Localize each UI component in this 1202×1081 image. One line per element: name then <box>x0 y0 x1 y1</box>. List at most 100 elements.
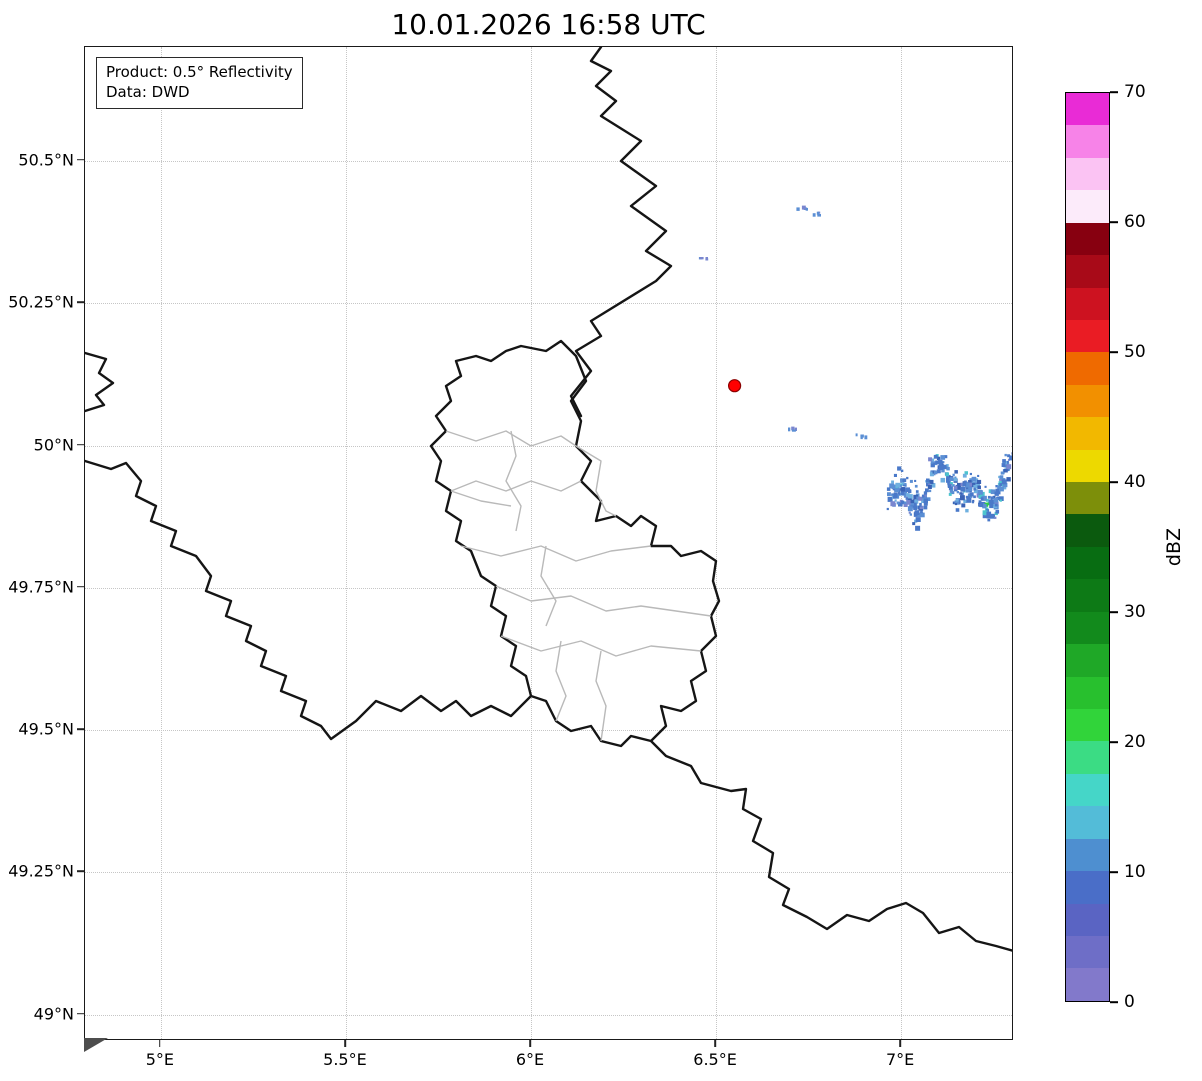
colorbar-band <box>1066 806 1109 839</box>
y-tick-mark <box>77 159 84 161</box>
colorbar-band <box>1066 644 1109 677</box>
district-border-line <box>595 650 607 742</box>
colorbar-band <box>1066 482 1109 515</box>
grid-line-vertical <box>530 47 532 1039</box>
district-border-line <box>450 490 512 507</box>
x-tick-mark <box>344 1040 346 1047</box>
y-tick-mark <box>77 728 84 730</box>
y-tick-mark <box>77 870 84 873</box>
colorbar-tick-label: 20 <box>1124 732 1146 752</box>
colorbar-band <box>1066 935 1109 969</box>
district-border-line <box>450 480 582 492</box>
grid-line-vertical <box>345 47 347 1039</box>
y-tick-label: 49°N <box>33 1004 74 1024</box>
y-tick-label: 49.5°N <box>18 719 74 739</box>
y-tick-label: 49.25°N <box>8 861 74 881</box>
x-tick-mark <box>899 1040 901 1047</box>
colorbar-band <box>1066 222 1109 256</box>
grid-line-vertical <box>901 47 903 1039</box>
grid-line-vertical <box>160 47 162 1039</box>
district-borders <box>445 430 712 742</box>
border-france-germany <box>649 739 1012 952</box>
colorbar-tick-label: 50 <box>1124 342 1146 362</box>
grid-line-horizontal <box>85 445 1012 447</box>
colorbar <box>1065 92 1110 1002</box>
corner-wedge-mark <box>84 1038 108 1052</box>
grid-line-horizontal <box>85 872 1012 874</box>
colorbar-band <box>1066 838 1109 872</box>
colorbar-tick-mark <box>1110 741 1118 743</box>
grid-line-horizontal <box>85 1014 1012 1016</box>
colorbar-axis-label: dBZ <box>1163 527 1185 567</box>
x-tick-label: 6°E <box>515 1050 545 1069</box>
district-border-line <box>495 585 712 617</box>
radar-marker-layer <box>727 379 742 393</box>
map-plot-area: Product: 0.5° Reflectivity Data: DWD <box>84 46 1013 1040</box>
radar-echo-layer <box>698 205 1012 531</box>
radar-site-dot <box>727 379 742 393</box>
x-tick-mark <box>714 1040 716 1047</box>
y-tick-label: 50.25°N <box>8 292 74 312</box>
colorbar-band <box>1066 190 1109 223</box>
grid-line-horizontal <box>85 160 1012 162</box>
district-border-line <box>505 430 522 532</box>
y-tick-mark <box>77 443 84 446</box>
colorbar-band <box>1066 93 1109 126</box>
figure-title: 10.01.2026 16:58 UTC <box>391 8 706 41</box>
colorbar-tick-mark <box>1110 871 1118 873</box>
colorbar-tick-label: 0 <box>1124 992 1135 1012</box>
colorbar-tick-mark <box>1110 351 1118 353</box>
country-borders <box>85 47 1012 952</box>
district-border-line <box>575 445 617 517</box>
colorbar-bands <box>1066 93 1109 1001</box>
y-tick-label: 49.75°N <box>8 577 74 597</box>
info-box: Product: 0.5° Reflectivity Data: DWD <box>96 57 303 109</box>
y-tick-label: 50°N <box>33 435 74 454</box>
colorbar-band <box>1066 871 1109 904</box>
grid-line-horizontal <box>85 303 1012 305</box>
colorbar-band <box>1066 255 1109 288</box>
colorbar-band <box>1066 611 1109 645</box>
colorbar-band <box>1066 157 1109 191</box>
grid-line-vertical <box>716 47 718 1039</box>
border-belgium-germany <box>569 47 673 418</box>
colorbar-band <box>1066 676 1109 710</box>
district-border-line <box>540 545 557 627</box>
colorbar-tick-label: 70 <box>1124 82 1146 102</box>
x-tick-label: 6.5°E <box>693 1050 737 1069</box>
x-tick-label: 7°E <box>885 1050 915 1069</box>
map-canvas <box>85 47 1012 952</box>
colorbar-tick-mark <box>1110 481 1118 483</box>
grid-line-horizontal <box>85 730 1012 732</box>
colorbar-tick-label: 40 <box>1124 472 1146 492</box>
colorbar-tick-mark <box>1110 611 1118 613</box>
colorbar-band <box>1066 741 1109 774</box>
colorbar-band <box>1066 384 1109 418</box>
colorbar-band <box>1066 709 1109 742</box>
colorbar-band <box>1066 579 1109 612</box>
colorbar-band <box>1066 968 1109 1001</box>
colorbar-tick-label: 10 <box>1124 862 1146 882</box>
colorbar-band <box>1066 546 1109 580</box>
border-west-fragment <box>85 351 115 413</box>
border-luxembourg <box>429 339 721 748</box>
colorbar-band <box>1066 417 1109 450</box>
colorbar-tick-label: 30 <box>1124 602 1146 622</box>
x-tick-label: 5.5°E <box>323 1050 367 1069</box>
border-belgium-france <box>85 459 533 741</box>
colorbar-tick-mark <box>1110 221 1118 223</box>
y-tick-mark <box>77 586 84 588</box>
colorbar-band <box>1066 319 1109 353</box>
y-tick-mark <box>77 301 84 303</box>
colorbar-tick-mark <box>1110 1001 1118 1003</box>
district-border-line <box>500 635 702 657</box>
colorbar-band <box>1066 773 1109 807</box>
colorbar-band <box>1066 903 1109 936</box>
x-tick-mark <box>159 1040 161 1047</box>
info-data-line: Data: DWD <box>106 83 190 102</box>
colorbar-band <box>1066 352 1109 385</box>
district-border-line <box>460 545 652 562</box>
colorbar-band <box>1066 287 1109 320</box>
colorbar-band <box>1066 125 1109 158</box>
